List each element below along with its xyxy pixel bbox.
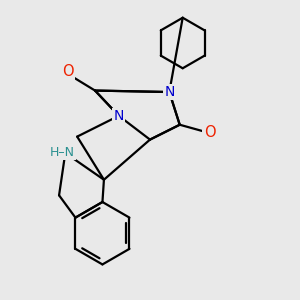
Text: N: N: [114, 109, 124, 123]
Text: O: O: [62, 64, 74, 79]
Text: H–N: H–N: [50, 146, 75, 160]
Text: N: N: [164, 85, 175, 99]
Text: O: O: [204, 125, 215, 140]
